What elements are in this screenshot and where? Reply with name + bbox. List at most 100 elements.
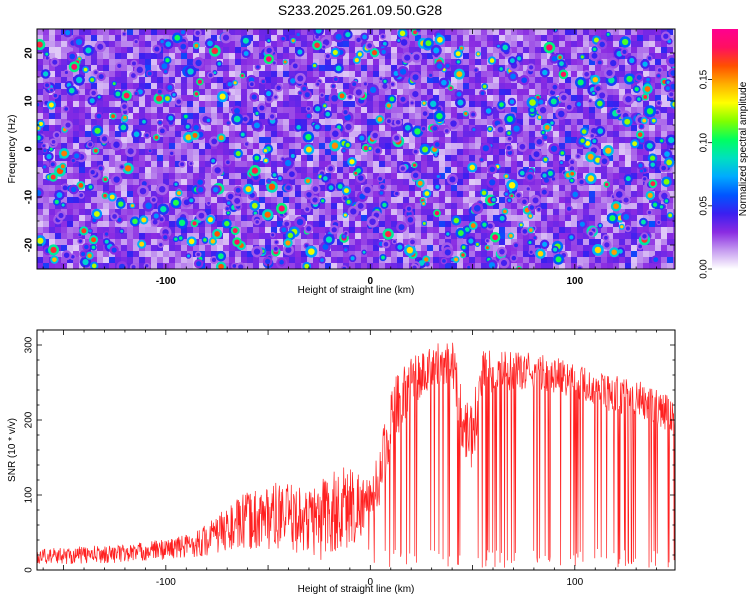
heatmap-cell <box>343 83 349 89</box>
heatmap-cell <box>601 29 607 35</box>
heatmap-cell <box>391 47 397 53</box>
heatmap-cell <box>91 29 97 35</box>
heatmap-cell <box>481 245 487 251</box>
heatmap-cell <box>463 71 469 77</box>
heatmap-cell <box>367 161 373 167</box>
heatmap-cell <box>283 149 289 155</box>
heatmap-cell <box>271 35 277 41</box>
heatmap-cell <box>409 185 415 191</box>
heatmap-cell <box>103 89 109 95</box>
heatmap-cell <box>103 101 109 107</box>
heatmap-cell <box>631 227 637 233</box>
heatmap-cell <box>535 179 541 185</box>
heatmap-cell <box>577 107 583 113</box>
heatmap-cell <box>661 143 667 149</box>
heatmap-cell <box>241 209 247 215</box>
heatmap-cell <box>307 41 313 47</box>
heatmap-cell <box>367 245 373 251</box>
heatmap-blob-core <box>375 148 381 154</box>
heatmap-cell <box>445 137 451 143</box>
heatmap-cell <box>49 53 55 59</box>
heatmap-cell <box>139 47 145 53</box>
heatmap-cell <box>193 203 199 209</box>
heatmap-cell <box>499 239 505 245</box>
heatmap-cell <box>583 107 589 113</box>
heatmap-cell <box>271 221 277 227</box>
heatmap-cell <box>655 47 661 53</box>
heatmap-cell <box>223 29 229 35</box>
heatmap-cell <box>79 95 85 101</box>
heatmap-cell <box>373 233 379 239</box>
heatmap-cell <box>85 35 91 41</box>
heatmap-cell <box>169 47 175 53</box>
heatmap-cell <box>511 239 517 245</box>
heatmap-blob-core <box>506 145 511 150</box>
heatmap-cell <box>439 89 445 95</box>
heatmap-cell <box>43 185 49 191</box>
heatmap-cell <box>115 29 121 35</box>
heatmap-cell <box>121 41 127 47</box>
heatmap-cell <box>55 119 61 125</box>
heatmap-cell <box>163 197 169 203</box>
heatmap-cell <box>529 29 535 35</box>
heatmap-cell <box>613 227 619 233</box>
heatmap-blob-core <box>529 205 535 210</box>
heatmap-cell <box>673 227 675 233</box>
heatmap-cell <box>271 107 277 113</box>
heatmap-cell <box>505 35 511 41</box>
heatmap-cell <box>415 167 421 173</box>
heatmap-cell <box>547 71 553 77</box>
heatmap-cell <box>487 53 493 59</box>
heatmap-cell <box>325 65 331 71</box>
heatmap-cell <box>493 143 499 149</box>
heatmap-cell <box>373 77 379 83</box>
heatmap-cell <box>43 47 49 53</box>
heatmap-cell <box>61 245 67 251</box>
heatmap-cell <box>259 233 265 239</box>
heatmap-cell <box>559 125 565 131</box>
heatmap-cell <box>259 239 265 245</box>
heatmap-cell <box>385 257 391 263</box>
heatmap-cell <box>169 185 175 191</box>
heatmap-cell <box>577 131 583 137</box>
heatmap-cell <box>361 245 367 251</box>
heatmap-cell <box>277 155 283 161</box>
heatmap-cell <box>547 227 553 233</box>
heatmap-cell <box>667 47 673 53</box>
heatmap-cell <box>205 35 211 41</box>
heatmap-cell <box>439 137 445 143</box>
heatmap-cell <box>37 257 43 263</box>
heatmap-cell <box>457 143 463 149</box>
heatmap-cell <box>217 197 223 203</box>
heatmap-cell <box>481 113 487 119</box>
heatmap-cell <box>373 185 379 191</box>
heatmap-blob-core <box>78 239 83 243</box>
heatmap-cell <box>223 149 229 155</box>
heatmap-cell <box>673 173 675 179</box>
heatmap-cell <box>175 155 181 161</box>
heatmap-blob-core <box>637 132 643 137</box>
heatmap-cell <box>655 179 661 185</box>
heatmap-cell <box>235 233 241 239</box>
heatmap-cell <box>631 263 637 269</box>
heatmap-cell <box>331 197 337 203</box>
heatmap-cell <box>325 161 331 167</box>
heatmap-cell <box>487 29 493 35</box>
heatmap-cell <box>379 215 385 221</box>
heatmap-cell <box>121 137 127 143</box>
heatmap-cell <box>241 155 247 161</box>
heatmap-cell <box>403 149 409 155</box>
heatmap-cell <box>265 239 271 245</box>
heatmap-cell <box>421 65 427 71</box>
heatmap-cell <box>121 185 127 191</box>
heatmap-cell <box>499 53 505 59</box>
heatmap-cell <box>577 95 583 101</box>
heatmap-cell <box>601 167 607 173</box>
heatmap-cell <box>307 119 313 125</box>
heatmap-cell <box>517 251 523 257</box>
heatmap-cell <box>331 155 337 161</box>
heatmap-cell <box>457 203 463 209</box>
heatmap-cell <box>487 191 493 197</box>
heatmap-cell <box>259 89 265 95</box>
heatmap-cell <box>247 53 253 59</box>
